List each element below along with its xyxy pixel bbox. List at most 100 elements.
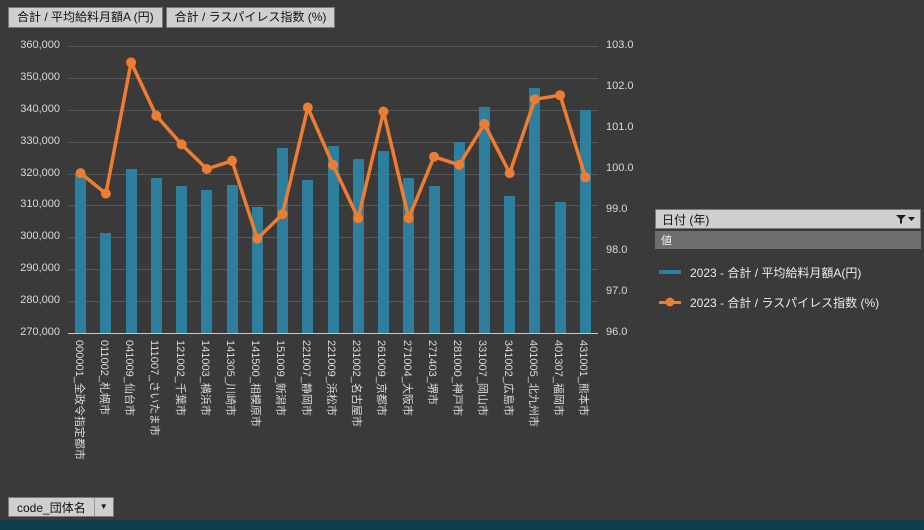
field-button-salary[interactable]: 合計 / 平均給料月額A (円) — [8, 7, 163, 28]
gridline — [68, 141, 598, 143]
x-axis-category: 271403_堺市 — [421, 337, 446, 489]
pivot-field-buttons: 合計 / 平均給料月額A (円) 合計 / ラスパイレス指数 (%) — [8, 7, 336, 28]
x-axis-category: 401307_福岡市 — [547, 337, 572, 489]
bar — [201, 189, 213, 333]
x-axis-category: 111007_さいたま市 — [144, 337, 169, 489]
right-axis-tick-label: 97.0 — [606, 285, 628, 297]
plot-area — [68, 46, 598, 334]
line-marker — [378, 106, 389, 117]
left-axis-tick-label: 280,000 — [20, 294, 60, 307]
x-axis-tick-label: 401005_北九州市 — [526, 340, 539, 427]
x-axis-category: 271004_大阪市 — [396, 337, 421, 489]
line-marker — [176, 139, 187, 150]
x-axis-tick-label: 331007_岡山市 — [476, 340, 489, 416]
x-axis-tick-label: 000001_全政令指定都市 — [72, 340, 85, 460]
bar — [226, 184, 238, 333]
bar — [100, 232, 112, 333]
line-marker — [479, 118, 490, 129]
x-axis-tick-label: 111007_さいたま市 — [148, 340, 161, 436]
line-marker — [227, 155, 237, 166]
bar — [302, 179, 314, 333]
x-axis-category: 221009_浜松市 — [320, 337, 345, 489]
x-axis-category: 431001_熊本市 — [573, 337, 598, 489]
field-button-laspeyres[interactable]: 合計 / ラスパイレス指数 (%) — [165, 7, 336, 28]
x-axis-category: 041009_仙台市 — [118, 337, 143, 489]
x-axis-category: 121002_千葉市 — [169, 337, 194, 489]
date-filter-field[interactable]: 日付 (年) — [655, 209, 921, 229]
x-axis-tick-label: 011002_札幌市 — [97, 340, 110, 416]
bar — [150, 178, 162, 333]
legend-label: 2023 - 合計 / ラスパイレス指数 (%) — [690, 295, 880, 310]
line-marker — [75, 168, 86, 179]
right-axis-tick-label: 102.0 — [606, 80, 634, 92]
axis-field-button[interactable]: code_団体名 ▼ — [8, 497, 114, 517]
line-marker — [403, 213, 414, 224]
legend-item: 2023 - 合計 / 平均給料月額A(円) — [655, 257, 921, 287]
x-axis-category: 281000_神戸市 — [447, 337, 472, 489]
line-marker — [201, 164, 212, 174]
chevron-down-icon: ▼ — [93, 498, 113, 516]
line-layer — [75, 57, 591, 244]
x-axis-tick-label: 281000_神戸市 — [451, 340, 464, 416]
right-axis-tick-label: 99.0 — [606, 203, 628, 215]
legend-item: 2023 - 合計 / ラスパイレス指数 (%) — [655, 287, 921, 317]
left-axis-tick-label: 340,000 — [20, 102, 60, 115]
x-axis-category: 231002_名古屋市 — [346, 337, 371, 489]
bar — [529, 87, 541, 333]
bar — [579, 109, 591, 333]
line-marker — [429, 151, 439, 162]
bar — [327, 146, 339, 333]
x-axis-tick-label: 401307_福岡市 — [552, 340, 565, 416]
line-marker — [454, 159, 465, 170]
x-axis-tick-label: 271403_堺市 — [425, 340, 438, 405]
bar — [176, 186, 188, 333]
funnel-icon — [896, 214, 906, 223]
legend-marker-line-series — [659, 300, 681, 304]
x-axis-category: 151009_新潟市 — [270, 337, 295, 489]
bottom-strip — [0, 520, 924, 530]
x-axis-tick-label: 431001_熊本市 — [577, 340, 590, 416]
x-axis-category: 331007_岡山市 — [472, 337, 497, 489]
x-axis-tick-label: 221009_浜松市 — [324, 340, 337, 416]
gridline — [68, 77, 598, 79]
line-marker — [580, 172, 591, 183]
bar — [277, 148, 288, 333]
line-marker — [126, 57, 137, 68]
left-axis-tick-label: 290,000 — [20, 262, 60, 275]
x-axis-labels: 000001_全政令指定都市 011002_札幌市 041009_仙台市 111007… — [68, 337, 598, 489]
bar — [554, 202, 566, 333]
right-axis-tick-label: 103.0 — [606, 39, 634, 51]
bar — [378, 151, 389, 333]
x-axis-category: 221007_静岡市 — [295, 337, 320, 489]
x-axis-tick-label: 271004_大阪市 — [400, 340, 413, 416]
bar — [251, 207, 263, 333]
bar — [352, 159, 364, 333]
line-marker — [529, 94, 540, 105]
x-axis-tick-label: 041009_仙台市 — [123, 340, 136, 416]
x-axis-tick-label: 141500_相模原市 — [249, 340, 262, 427]
x-axis-category: 401005_北九州市 — [522, 337, 547, 489]
x-axis-tick-label: 121002_千葉市 — [173, 340, 186, 416]
left-axis-tick-label: 310,000 — [20, 198, 60, 211]
field-list-panel: 日付 (年) 値 2023 - 合計 / 平均給料月額A(円) 2023 - 合計… — [655, 209, 921, 317]
x-axis-tick-label: 151009_新潟市 — [274, 340, 287, 416]
line-marker — [504, 168, 515, 179]
line-marker — [277, 209, 288, 220]
filter-icon[interactable] — [896, 214, 915, 224]
values-header: 値 — [655, 231, 921, 249]
x-axis-tick-label: 261009_京都市 — [375, 340, 388, 416]
axis-field-label: code_団体名 — [17, 500, 86, 515]
left-axis-tick-label: 360,000 — [20, 39, 60, 51]
bar — [478, 106, 490, 333]
line-marker — [100, 188, 111, 199]
legend-label: 2023 - 合計 / 平均給料月額A(円) — [690, 265, 862, 280]
line-marker — [302, 102, 313, 113]
right-axis-tick-label: 98.0 — [606, 244, 628, 256]
laspeyres-line — [78, 60, 588, 241]
right-axis-tick-label: 101.0 — [606, 121, 634, 133]
line-marker — [151, 110, 162, 121]
x-axis-tick-label: 221007_静岡市 — [299, 340, 312, 416]
x-axis-tick-label: 341002_広島市 — [501, 340, 514, 416]
legend: 2023 - 合計 / 平均給料月額A(円) 2023 - 合計 / ラスパイレス… — [655, 257, 921, 317]
